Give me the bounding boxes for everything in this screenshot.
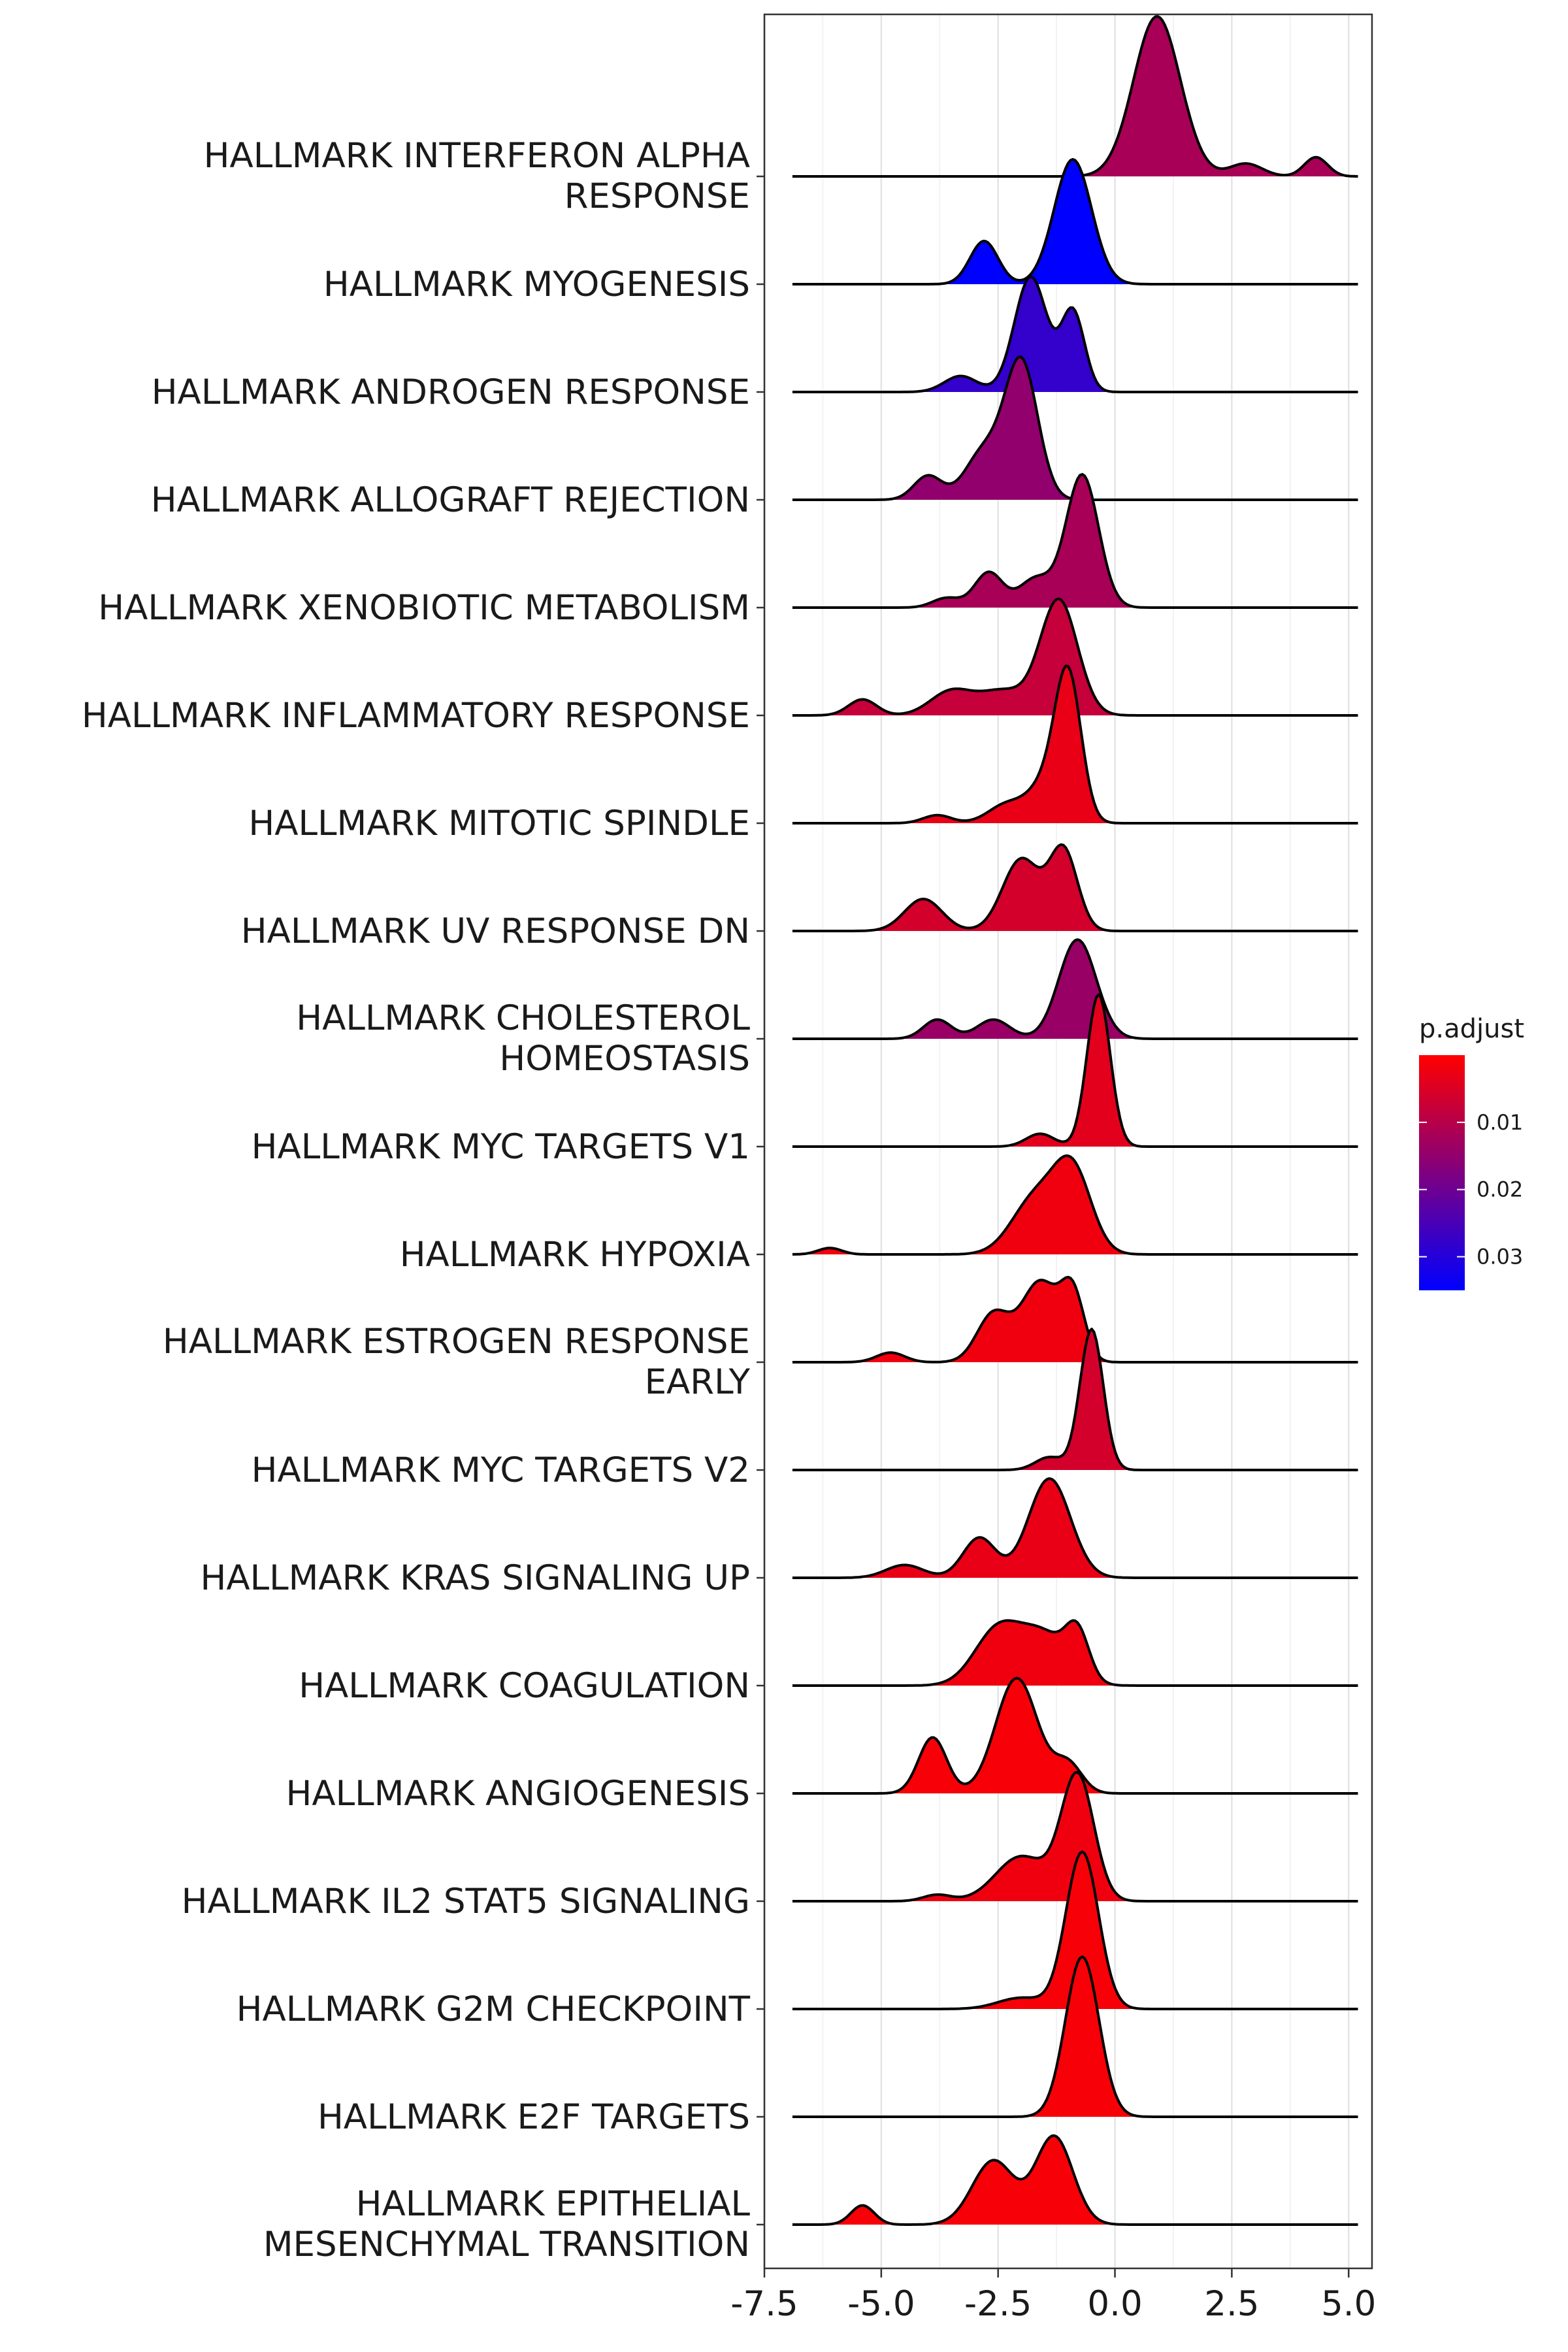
ridge-area [792, 598, 1358, 715]
category-label: EARLY [645, 1362, 751, 1402]
x-tick-label: -5.0 [847, 2284, 915, 2324]
category-label: HALLMARK EPITHELIAL [356, 2184, 751, 2224]
legend-tick-label: 0.02 [1477, 1177, 1523, 1202]
ridge-outline [792, 1771, 1358, 1903]
legend-tick-label: 0.03 [1477, 1245, 1523, 1269]
ridge-outline [792, 1676, 1358, 1795]
ridge-area [792, 1329, 1358, 1470]
ridge-outline [792, 993, 1358, 1148]
ridge-area [792, 159, 1358, 284]
ridge-area [792, 1957, 1358, 2117]
ridge-area [792, 1478, 1358, 1578]
legend: p.adjust 0.01 0.02 0.03 [1419, 1014, 1524, 1290]
x-tick-label: -7.5 [730, 2284, 798, 2324]
ridge-area [792, 1772, 1358, 1901]
ridge-area [792, 1620, 1358, 1686]
ridge-outline [792, 2134, 1358, 2226]
category-label: HALLMARK ANGIOGENESIS [286, 1774, 750, 1814]
ridge-area [792, 474, 1358, 608]
ridge-outline [792, 275, 1358, 393]
ridge-outline [792, 938, 1358, 1040]
category-label: HALLMARK MYC TARGETS V2 [252, 1450, 750, 1490]
ridge-outline [792, 157, 1358, 286]
x-tick-label: 0.0 [1087, 2284, 1142, 2324]
category-label: HALLMARK XENOBIOTIC METABOLISM [98, 588, 750, 628]
category-label: HALLMARK HYPOXIA [400, 1235, 750, 1275]
ridge-outline [792, 1477, 1358, 1579]
category-label: HALLMARK MYOGENESIS [323, 265, 750, 304]
x-tick-label: 5.0 [1321, 2284, 1376, 2324]
ridge-outline [792, 1619, 1358, 1687]
x-tick-label: 2.5 [1204, 2284, 1259, 2324]
ridge-outline [792, 843, 1358, 932]
category-label: HALLMARK ESTROGEN RESPONSE [163, 1322, 750, 1362]
category-label: HALLMARK COAGULATION [299, 1666, 750, 1706]
ridge-area [792, 276, 1358, 392]
category-label: HALLMARK MITOTIC SPINDLE [248, 804, 750, 843]
ridge-outline [792, 472, 1358, 609]
plot-panel-border [763, 13, 1373, 2270]
legend-tick-label: 0.01 [1477, 1110, 1523, 1135]
category-label: HALLMARK MYC TARGETS V1 [252, 1127, 750, 1167]
ridge-area [792, 844, 1358, 931]
ridge-outline [792, 1850, 1358, 2010]
category-label: HALLMARK INFLAMMATORY RESPONSE [82, 696, 750, 736]
ridge-area [792, 1678, 1358, 1793]
ridge-outline [792, 1154, 1358, 1256]
ridge-outline [792, 1328, 1358, 1471]
category-label: HALLMARK G2M CHECKPOINT [237, 1989, 751, 2029]
category-label: HOMEOSTASIS [499, 1039, 750, 1079]
category-label: HALLMARK IL2 STAT5 SIGNALING [182, 1882, 750, 1921]
ridges [792, 15, 1358, 2226]
x-tick-label: -2.5 [964, 2284, 1032, 2324]
legend-title: p.adjust [1419, 1014, 1524, 1044]
category-label: HALLMARK KRAS SIGNALING UP [201, 1558, 750, 1598]
category-label: RESPONSE [564, 176, 750, 216]
x-axis: -7.5 -5.0 -2.5 0.0 2.5 5.0 [730, 2268, 1376, 2324]
category-label: MESENCHYMAL TRANSITION [263, 2225, 750, 2264]
category-label: HALLMARK INTERFERON ALPHA [204, 136, 750, 176]
ridge-area [792, 1277, 1358, 1362]
ridge-outline [792, 664, 1358, 825]
ridge-outline [792, 597, 1358, 717]
ridge-outline [792, 1275, 1358, 1364]
ridge-area [792, 1156, 1358, 1254]
category-label: HALLMARK ALLOGRAFT REJECTION [151, 480, 750, 520]
category-label: HALLMARK CHOLESTEROL [296, 998, 750, 1038]
legend-colorbar [1419, 1055, 1465, 1290]
category-label: HALLMARK UV RESPONSE DN [241, 911, 750, 951]
category-label: HALLMARK E2F TARGETS [318, 2097, 750, 2137]
ridge-area [792, 939, 1358, 1039]
ridge-outline [792, 1955, 1358, 2118]
category-label: HALLMARK ANDROGEN RESPONSE [152, 372, 750, 412]
ridge-area [792, 1852, 1358, 2009]
ridge-area [792, 666, 1358, 823]
